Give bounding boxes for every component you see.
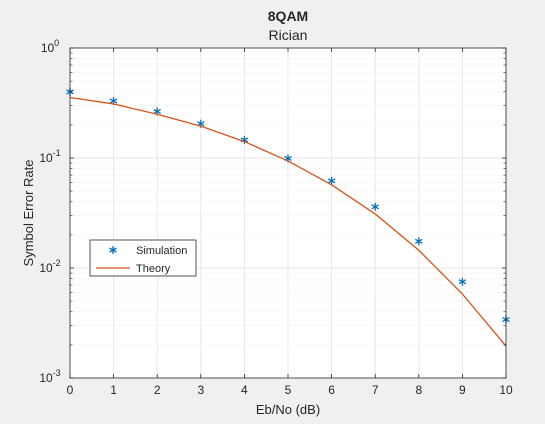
grid [70,48,506,378]
legend-simulation-star [109,246,117,254]
y-tick-label: 10-2 [39,258,60,275]
x-tick-label: 5 [285,383,292,397]
x-tick-label: 4 [241,383,248,397]
x-tick-label: 9 [459,383,466,397]
legend-simulation-label: Simulation [136,245,187,257]
chart-title: 8QAM [268,8,308,24]
x-tick-labels: 0 1 2 3 4 5 6 7 8 9 10 [67,383,513,397]
x-tick-label: 10 [499,383,513,397]
x-tick-label: 0 [67,383,74,397]
y-axis-label: Symbol Error Rate [21,160,36,267]
legend-box [89,239,197,277]
x-tick-label: 1 [110,383,117,397]
y-tick-labels: 10-3 10-2 10-1 100 [39,38,60,385]
chart-series [66,87,510,347]
x-tick-label: 3 [197,383,204,397]
x-axis-label: Eb/No (dB) [256,402,320,417]
y-tick-label: 10-3 [39,368,60,385]
y-tick-label: 10-1 [39,148,60,165]
legend: Simulation Theory [89,239,197,277]
x-tick-label: 6 [328,383,335,397]
simulation-point [458,277,467,286]
simulation-point [371,202,379,211]
x-tick-label: 8 [415,383,422,397]
legend-simulation-marker [109,246,117,254]
ticks [69,47,507,379]
x-tick-label: 2 [154,383,161,397]
x-tick-label: 7 [372,383,379,397]
chart-subtitle: Rician [269,27,308,43]
y-tick-label: 100 [41,38,59,55]
simulation-point [327,176,336,185]
legend-theory-label: Theory [136,263,171,275]
series-theory-line [69,96,507,347]
simulation-point [415,237,423,246]
